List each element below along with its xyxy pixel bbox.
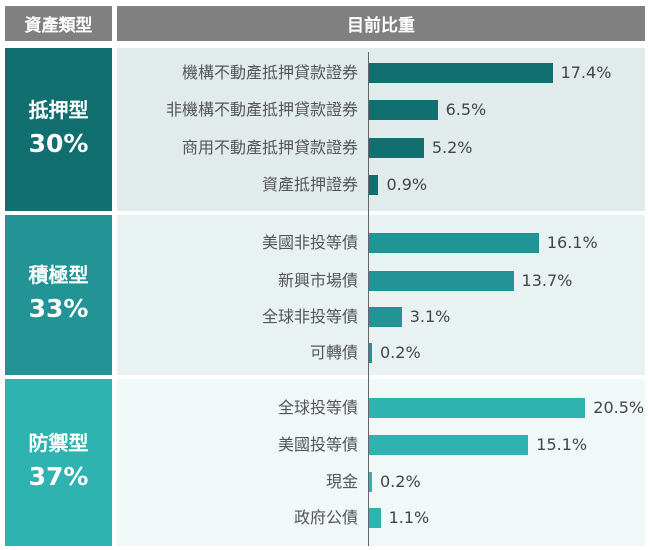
bar-label: 資產抵押證券 [261, 175, 358, 194]
bar-value-label: 16.1% [546, 233, 598, 252]
bar-label: 全球非投等債 [261, 307, 358, 326]
category-box: 防禦型 37% [5, 379, 112, 546]
bar [369, 435, 529, 455]
bar-value-label: 0.9% [386, 175, 428, 194]
bar [369, 472, 372, 492]
bar-value-label: 0.2% [380, 472, 421, 491]
category-name: 積極型 [28, 263, 89, 287]
bar-value-label: 13.7% [521, 271, 573, 290]
bar [369, 63, 553, 83]
bar-value-label: 5.2% [431, 138, 473, 157]
bar-value-label: 17.4% [560, 63, 612, 82]
bar [369, 307, 402, 327]
bar-label: 現金 [325, 472, 358, 491]
axis-line [368, 52, 369, 546]
bar [369, 100, 438, 120]
bar [369, 271, 514, 291]
category-name: 抵押型 [28, 97, 89, 122]
bar-label: 美國非投等債 [261, 233, 358, 252]
bar-label: 政府公債 [293, 508, 358, 527]
category-share: 30% [28, 128, 89, 158]
bar [369, 343, 372, 363]
category-name: 防禦型 [28, 430, 89, 455]
bar [369, 508, 381, 528]
bar-value-label: 15.1% [536, 435, 588, 454]
bar-label: 美國投等債 [277, 435, 358, 454]
bar-label: 全球投等債 [277, 398, 358, 417]
bar-value-label: 0.2% [380, 343, 421, 362]
bar-value-label: 6.5% [445, 100, 487, 119]
bar-label: 可轉債 [309, 343, 358, 362]
bar [369, 398, 586, 418]
bar-label: 新興市場債 [277, 271, 358, 290]
category-box: 抵押型 30% [5, 48, 112, 211]
header-asset-type: 資產類型 [5, 6, 112, 41]
bar [369, 175, 379, 195]
bar [369, 233, 539, 253]
bar-value-label: 1.1% [388, 508, 430, 527]
bar [369, 138, 424, 158]
bar-label: 商用不動產抵押貸款證券 [181, 138, 358, 157]
bar-value-label: 3.1% [409, 307, 451, 326]
bar-value-label: 20.5% [593, 398, 645, 417]
bar-label: 機構不動產抵押貸款證券 [181, 63, 358, 82]
header-current-weight: 目前比重 [117, 6, 645, 41]
category-share: 33% [28, 294, 89, 323]
category-share: 37% [28, 461, 89, 491]
category-box: 積極型 33% [5, 215, 112, 375]
bar-label: 非機構不動產抵押貸款證券 [165, 100, 358, 119]
